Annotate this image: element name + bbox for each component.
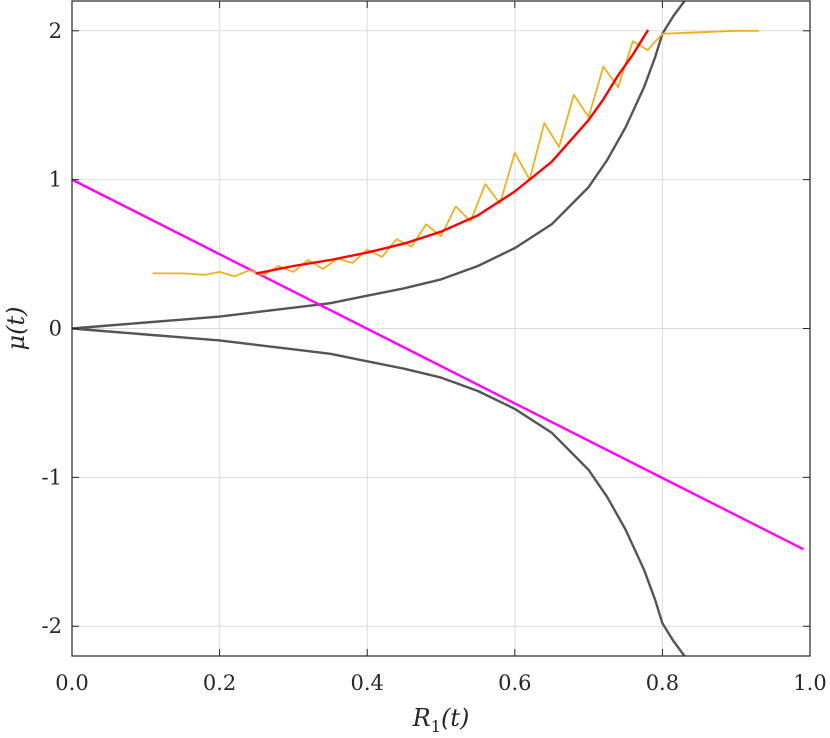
y-tick-label: 1 — [49, 168, 62, 192]
x-tick-label: 1.0 — [793, 671, 826, 695]
ticks — [71, 1, 811, 656]
x-tick-labels: 0.0 0.2 0.4 0.6 0.8 1.0 — [55, 671, 826, 695]
grid — [71, 1, 811, 656]
x-tick-label: 0.0 — [55, 671, 88, 695]
y-tick-label: -1 — [42, 465, 62, 489]
x-tick-label: 0.8 — [646, 671, 679, 695]
y-tick-label: 0 — [49, 317, 62, 341]
series-line-3 — [72, 178, 804, 550]
x-tick-label: 0.4 — [350, 671, 383, 695]
y-tick-labels: -2 -1 0 1 2 — [42, 19, 62, 638]
y-tick-label: -2 — [42, 614, 62, 638]
series-line-1 — [72, 1, 686, 330]
series-line-4 — [152, 29, 760, 278]
y-tick-label: 2 — [49, 19, 62, 43]
x-tick-label: 0.2 — [203, 671, 236, 695]
series-group — [72, 1, 804, 656]
series-line-2 — [72, 327, 686, 656]
y-axis-label: μ(t) — [2, 307, 30, 351]
x-axis-label: R1(t) — [412, 704, 470, 736]
series-line-5 — [255, 29, 649, 275]
x-tick-label: 0.6 — [498, 671, 531, 695]
